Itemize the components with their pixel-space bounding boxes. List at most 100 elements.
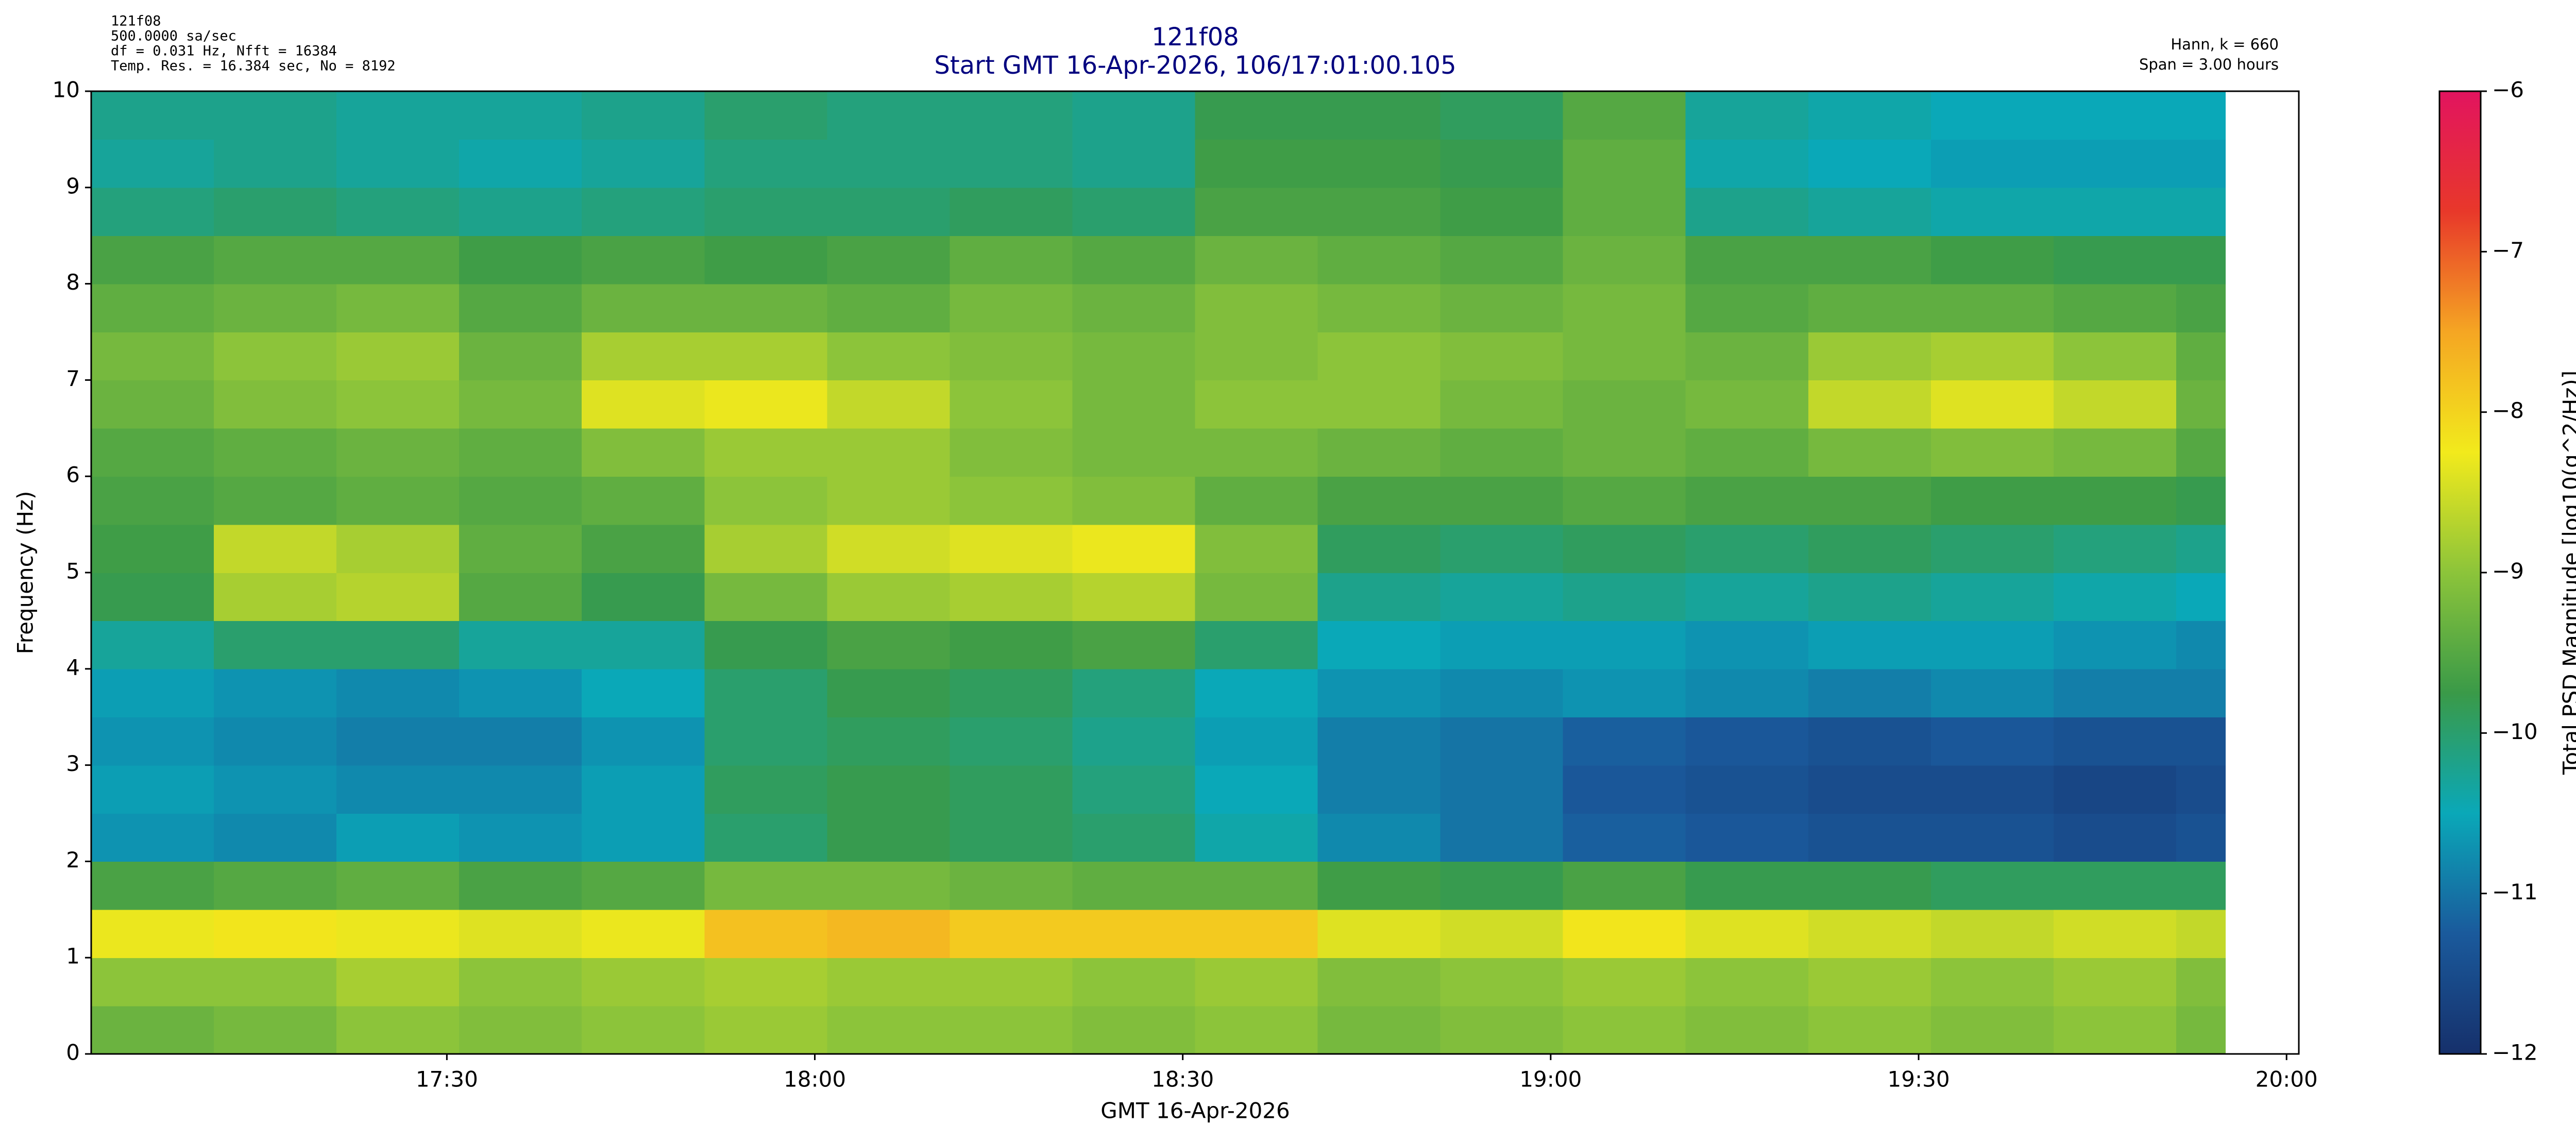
x-tick-label: 18:00 bbox=[784, 1067, 846, 1092]
heatmap-cell bbox=[1930, 813, 2054, 862]
heatmap-cell bbox=[1440, 428, 1564, 477]
heatmap-cell bbox=[1195, 139, 1318, 188]
heatmap-cell bbox=[1563, 380, 1686, 429]
heatmap-cell bbox=[336, 909, 460, 958]
heatmap-cell bbox=[2053, 283, 2177, 332]
heatmap-cell bbox=[1195, 717, 1318, 766]
colorbar-tick-label: −6 bbox=[2492, 77, 2524, 103]
x-tick-label: 20:00 bbox=[2256, 1067, 2318, 1092]
heatmap-cell bbox=[1072, 765, 1196, 814]
heatmap-cell bbox=[1685, 187, 1809, 236]
heatmap-cell bbox=[1317, 717, 1441, 766]
heatmap-cell bbox=[704, 91, 828, 140]
heatmap-cell bbox=[2176, 91, 2226, 140]
heatmap-cell bbox=[1072, 91, 1196, 140]
heatmap-cell bbox=[1563, 91, 1686, 140]
heatmap-cell bbox=[1563, 909, 1686, 958]
heatmap-cell bbox=[2053, 476, 2177, 525]
heatmap-cell bbox=[704, 573, 828, 622]
colorbar bbox=[2438, 90, 2482, 1055]
heatmap-cell bbox=[459, 813, 583, 862]
heatmap-cell bbox=[1072, 283, 1196, 332]
heatmap-cell bbox=[336, 813, 460, 862]
y-tick-label: 9 bbox=[66, 173, 80, 198]
heatmap-cell bbox=[1072, 236, 1196, 284]
heatmap-cell bbox=[1685, 428, 1809, 477]
heatmap-cell bbox=[1072, 861, 1196, 910]
heatmap-cell bbox=[214, 668, 337, 717]
heatmap-cell bbox=[91, 283, 214, 332]
heatmap-cell bbox=[1563, 573, 1686, 622]
heatmap-cell bbox=[91, 909, 214, 958]
heatmap-cell bbox=[336, 958, 460, 1007]
heatmap-cell bbox=[827, 861, 951, 910]
y-axis-label: Frequency (Hz) bbox=[13, 491, 38, 655]
heatmap-cell bbox=[704, 428, 828, 477]
heatmap-cell bbox=[582, 573, 705, 622]
heatmap-cell bbox=[459, 621, 583, 669]
heatmap-cell bbox=[2176, 573, 2226, 622]
heatmap-cell bbox=[336, 1005, 460, 1054]
heatmap-cell bbox=[214, 283, 337, 332]
heatmap-cell bbox=[950, 765, 1073, 814]
heatmap-cell bbox=[1808, 476, 1931, 525]
heatmap-cell bbox=[582, 91, 705, 140]
heatmap-cell bbox=[1808, 236, 1931, 284]
heatmap-cell bbox=[1317, 573, 1441, 622]
heatmap-cell bbox=[704, 717, 828, 766]
heatmap-cell bbox=[1440, 283, 1564, 332]
info-text: Hann, k = 660 bbox=[2171, 36, 2279, 53]
colorbar-tick-label: −11 bbox=[2492, 879, 2538, 904]
heatmap-cell bbox=[214, 524, 337, 573]
heatmap-cell bbox=[1317, 283, 1441, 332]
heatmap-cell bbox=[1563, 139, 1686, 188]
heatmap-cell bbox=[214, 332, 337, 381]
heatmap-cell bbox=[950, 861, 1073, 910]
y-tick-label: 0 bbox=[66, 1040, 80, 1065]
heatmap-cell bbox=[91, 524, 214, 573]
heatmap-cell bbox=[582, 428, 705, 477]
heatmap-cell bbox=[1930, 765, 2054, 814]
x-axis-label: GMT 16-Apr-2026 bbox=[1100, 1098, 1290, 1124]
heatmap-cell bbox=[827, 958, 951, 1007]
heatmap-cell bbox=[459, 765, 583, 814]
heatmap-cell bbox=[1072, 476, 1196, 525]
heatmap-cell bbox=[2176, 668, 2226, 717]
heatmap-cell bbox=[1317, 909, 1441, 958]
heatmap-cell bbox=[704, 476, 828, 525]
heatmap-cell bbox=[1563, 524, 1686, 573]
heatmap-cell bbox=[214, 187, 337, 236]
heatmap-cell bbox=[1930, 332, 2054, 381]
y-tick-label: 10 bbox=[53, 77, 80, 103]
heatmap-cell bbox=[2176, 283, 2226, 332]
heatmap-cell bbox=[214, 621, 337, 669]
heatmap-cell bbox=[459, 958, 583, 1007]
heatmap-cell bbox=[1440, 813, 1564, 862]
heatmap-cell bbox=[1685, 717, 1809, 766]
heatmap-cell bbox=[1685, 621, 1809, 669]
heatmap-cell bbox=[2053, 91, 2177, 140]
heatmap-cell bbox=[2176, 813, 2226, 862]
heatmap-cell bbox=[1808, 428, 1931, 477]
heatmap-cell bbox=[1072, 428, 1196, 477]
heatmap-cell bbox=[1685, 813, 1809, 862]
heatmap-cell bbox=[950, 139, 1073, 188]
heatmap-cell bbox=[704, 765, 828, 814]
heatmap-cell bbox=[1195, 332, 1318, 381]
y-tick-label: 4 bbox=[66, 655, 80, 680]
heatmap-cell bbox=[1563, 621, 1686, 669]
heatmap-cell bbox=[1930, 380, 2054, 429]
heatmap-cell bbox=[91, 332, 214, 381]
heatmap-cell bbox=[704, 236, 828, 284]
heatmap-cell bbox=[336, 380, 460, 429]
heatmap-cell bbox=[459, 1005, 583, 1054]
heatmap-cell bbox=[950, 813, 1073, 862]
heatmap-cell bbox=[214, 380, 337, 429]
heatmap-cell bbox=[214, 861, 337, 910]
heatmap-cell bbox=[2053, 187, 2177, 236]
heatmap-cell bbox=[1563, 958, 1686, 1007]
colorbar-tick-label: −12 bbox=[2492, 1040, 2538, 1065]
heatmap-cell bbox=[827, 283, 951, 332]
heatmap-cell bbox=[1563, 283, 1686, 332]
heatmap-cell bbox=[827, 909, 951, 958]
